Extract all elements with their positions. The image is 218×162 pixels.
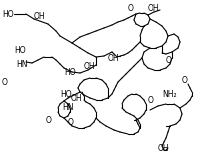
Text: O: O [2,78,8,87]
Text: O: O [166,56,172,65]
Text: HN: HN [62,103,73,112]
Text: OH: OH [70,94,82,103]
Text: HO: HO [64,68,76,77]
Text: HO: HO [2,10,14,19]
Text: O: O [182,76,188,85]
Text: OH: OH [148,4,160,13]
Text: HO: HO [14,46,26,55]
Text: HN: HN [16,60,27,69]
Text: O: O [128,4,134,13]
Text: O: O [46,116,52,125]
Text: NH₂: NH₂ [162,90,177,99]
Text: O: O [148,96,154,105]
Text: HO: HO [60,90,72,99]
Text: O: O [68,118,74,127]
Text: OH: OH [84,62,96,71]
Text: OH: OH [108,54,120,63]
Text: OH: OH [158,144,170,153]
Text: OH: OH [34,12,46,21]
